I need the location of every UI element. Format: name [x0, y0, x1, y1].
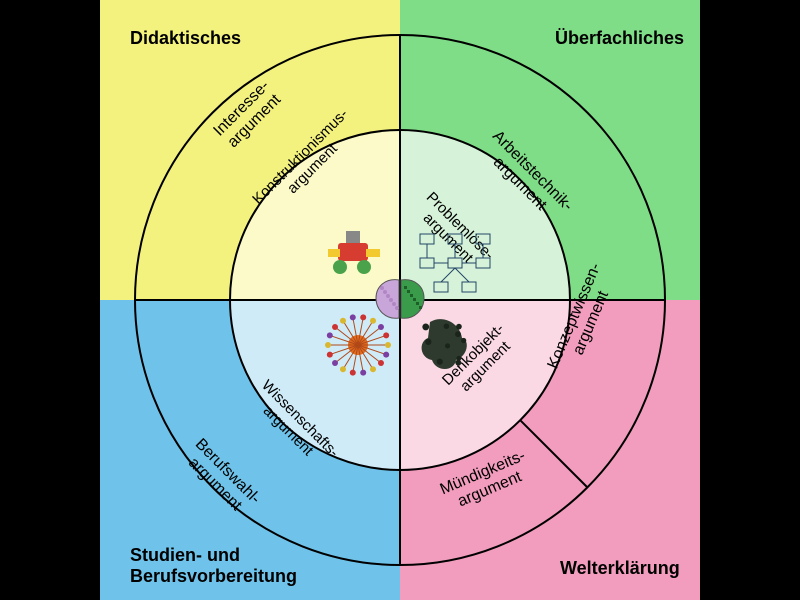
- network-burst-icon: [318, 310, 398, 380]
- corner-label-tl: Didaktisches: [130, 28, 241, 49]
- flowchart-icon: [414, 228, 494, 298]
- corner-label-tr: Überfachliches: [555, 28, 684, 49]
- abstract-shape-icon: [410, 310, 480, 380]
- corner-label-bl: Studien- und Berufsvorbereitung: [130, 545, 297, 587]
- diagram-stage: Didaktisches Überfachliches Studien- und B…: [0, 0, 800, 600]
- corner-label-br: Welterklärung: [560, 558, 680, 579]
- lego-robot-icon: [320, 225, 390, 280]
